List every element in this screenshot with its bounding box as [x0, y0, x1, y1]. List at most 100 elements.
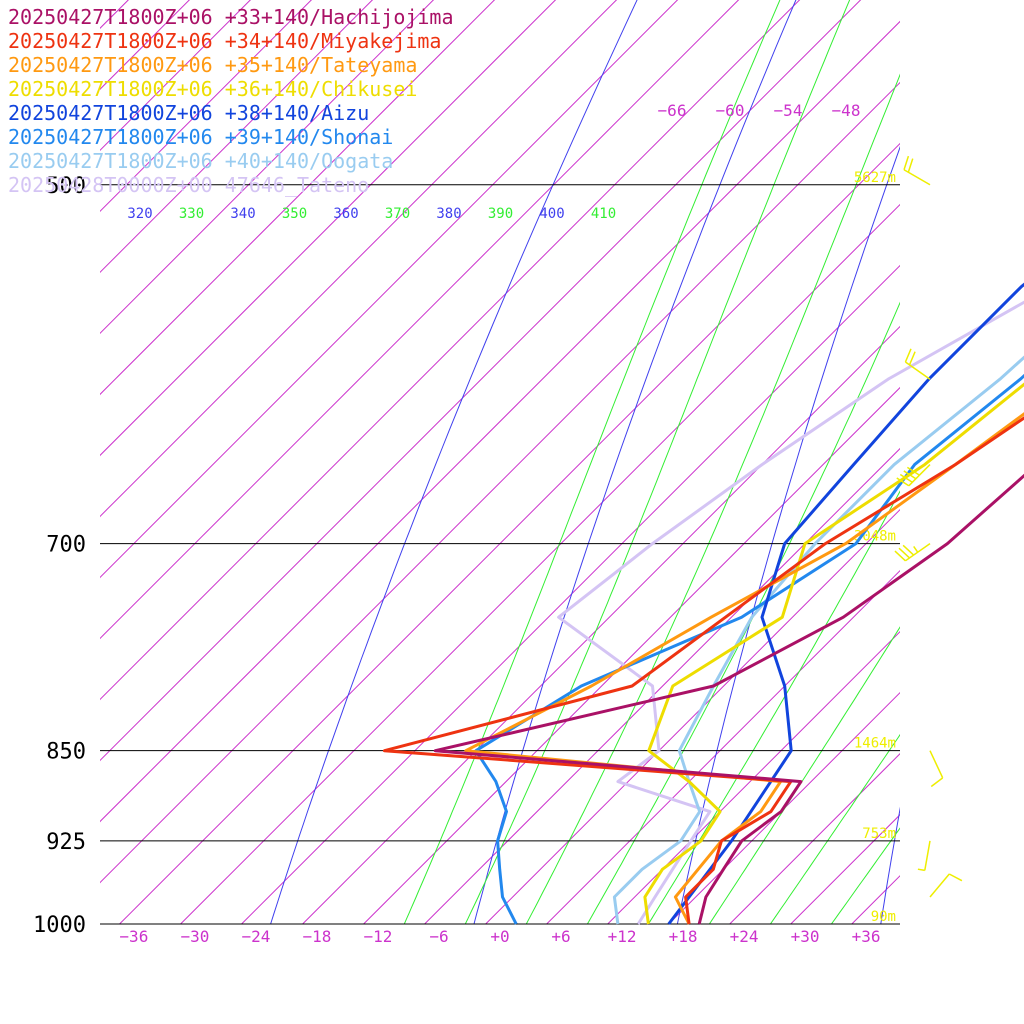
isotherm	[729, 753, 900, 924]
pressure-label: 1000	[33, 913, 86, 938]
barb-full	[948, 873, 963, 882]
isotherm-label: −66	[658, 101, 687, 120]
legend-entry: 20250427T1800Z+06 +40+140/Oogata	[8, 149, 393, 173]
barb-half	[913, 546, 919, 553]
series-line	[382, 416, 1024, 925]
barb-full	[906, 466, 920, 476]
x-tick-label: +12	[608, 927, 637, 946]
x-tick-label: −24	[241, 927, 270, 946]
theta-label: 380	[436, 206, 461, 222]
wind-barb	[903, 155, 931, 186]
barb-full	[899, 473, 913, 483]
wind-barb	[917, 840, 931, 872]
isotherm	[485, 508, 900, 924]
series-line	[643, 382, 1024, 925]
theta-label: 340	[230, 206, 255, 222]
isotherm	[100, 0, 496, 396]
x-tick-label: −30	[180, 927, 209, 946]
legend-entry: 20250427T1800Z+06 +33+140/Hachijojima	[8, 5, 454, 29]
x-tick-label: +18	[669, 927, 698, 946]
wind-barbs	[894, 155, 963, 898]
x-tick-label: −36	[119, 927, 148, 946]
isotherm	[100, 0, 557, 457]
isotherm-label: −60	[716, 101, 745, 120]
barb-shaft	[929, 873, 950, 898]
wind-barb	[929, 873, 963, 898]
legend-entry: 20250427T1800Z+06 +36+140/Chikusei	[8, 77, 417, 101]
barb-full	[894, 550, 906, 562]
series-line	[433, 473, 1024, 925]
isobars	[100, 184, 900, 925]
barb-full	[908, 351, 916, 366]
isotherm	[100, 81, 900, 884]
theta-label: 350	[282, 206, 307, 222]
theta-label: 390	[488, 206, 513, 222]
barb-full	[902, 544, 915, 556]
wind-barb	[904, 348, 931, 380]
x-tick-label: +0	[490, 927, 509, 946]
legend-entry: 20250427T1800Z+06 +35+140/Tateyama	[8, 53, 417, 77]
isotherm	[302, 325, 900, 924]
series-line	[464, 412, 1024, 925]
x-tick-label: −18	[302, 927, 331, 946]
dry-adiabat	[270, 0, 638, 924]
moist-adiabat	[708, 626, 900, 924]
isotherm	[546, 569, 900, 924]
isotherm	[100, 0, 801, 701]
theta-label: 320	[127, 206, 152, 222]
x-tick-label: +30	[791, 927, 820, 946]
barb-shaft	[904, 361, 931, 380]
isotherm	[100, 0, 740, 640]
dry-adiabat	[473, 0, 797, 924]
barb-full	[903, 470, 917, 480]
wind-barb	[894, 542, 931, 562]
isotherm	[119, 142, 900, 924]
x-tick-label: +24	[730, 927, 759, 946]
series-line	[474, 373, 1024, 925]
pressure-label: 700	[46, 533, 86, 558]
x-tick-label: +36	[852, 927, 881, 946]
height-label: 1464m	[854, 736, 896, 752]
legend: 20250427T1800Z+06 +33+140/Hachijojima202…	[8, 5, 454, 197]
barb-shaft	[929, 750, 944, 779]
height-label: 5627m	[854, 170, 896, 186]
theta-label: 400	[539, 206, 564, 222]
moist-adiabat	[647, 490, 900, 924]
dry-adiabat	[676, 145, 900, 924]
x-tick-label: +6	[551, 927, 570, 946]
moist-adiabat	[464, 0, 851, 924]
wind-barb	[929, 750, 944, 788]
isotherm	[180, 203, 900, 924]
theta-label: 360	[333, 206, 358, 222]
barb-full	[898, 547, 911, 559]
height-label: 90m	[871, 909, 896, 925]
theta-label: 370	[385, 206, 410, 222]
barb-full	[904, 348, 912, 363]
barb-full	[930, 777, 944, 788]
legend-entry: 20250427T1800Z+06 +34+140/Miyakejima	[8, 29, 441, 53]
legend-entry: 20250427T1800Z+06 +39+140/Shonai	[8, 125, 393, 149]
barb-shaft	[924, 840, 931, 871]
isotherm	[100, 0, 679, 579]
series-line	[667, 282, 1024, 925]
barb-full	[907, 158, 914, 173]
x-tick-label: −12	[364, 927, 393, 946]
isotherm-label: −48	[832, 101, 861, 120]
barb-full	[903, 155, 910, 170]
legend-entry: 20250428T0000Z+00 47646_Tateno	[8, 173, 369, 197]
isotherm	[851, 875, 900, 924]
legend-entry: 20250427T1800Z+06 +38+140/Aizu	[8, 101, 369, 125]
isotherm	[100, 0, 618, 518]
pressure-label: 850	[46, 740, 86, 765]
isotherm	[424, 447, 900, 924]
series-line	[612, 355, 1024, 925]
barb-half	[917, 868, 925, 872]
x-tick-label: −6	[429, 927, 448, 946]
moist-adiabat	[525, 73, 900, 924]
isotherm	[100, 0, 862, 762]
theta-label: 330	[179, 206, 204, 222]
pressure-label: 500	[46, 174, 86, 199]
isotherm	[100, 20, 900, 823]
axis-labels: 100150200250300500700850925100016287m137…	[33, 101, 896, 946]
